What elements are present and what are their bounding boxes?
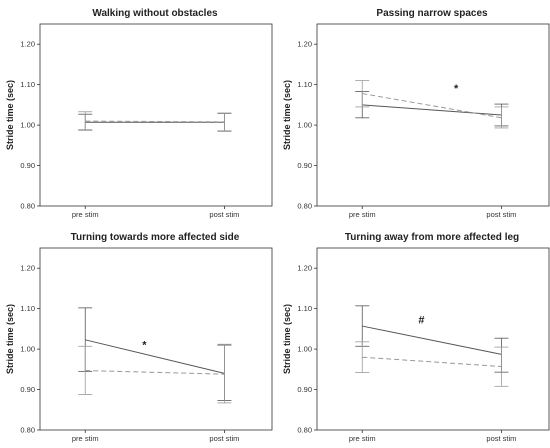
y-tick-label: 0.80 (20, 426, 35, 435)
y-tick-label: 0.90 (20, 161, 35, 170)
y-tick-label: 1.10 (297, 304, 312, 313)
chart-panel: Passing narrow spaces 0.80 0.90 1.00 1.10 1.2… (282, 8, 550, 219)
chart-title: Turning towards more affected side (71, 232, 240, 243)
significance-marker: * (142, 339, 147, 351)
chart-title: Turning away from more affected leg (345, 232, 519, 243)
y-tick-label: 1.20 (20, 264, 35, 273)
series-line (362, 93, 502, 119)
x-tick-label: pre stim (72, 210, 99, 219)
y-axis-label: Stride time (sec) (282, 304, 292, 374)
x-tick-label: pre stim (349, 434, 376, 443)
x-tick-label: post stim (486, 434, 516, 443)
y-tick-label: 1.10 (297, 80, 312, 89)
significance-marker: * (454, 83, 459, 95)
y-tick-label: 0.80 (297, 202, 312, 211)
series-line (362, 356, 502, 368)
plot-frame (316, 23, 550, 207)
chart-panel: Walking without obstacles 0.80 0.90 1.00 1.1… (5, 8, 273, 219)
y-tick-label: 1.00 (20, 121, 35, 130)
chart-title: Passing narrow spaces (376, 8, 488, 19)
plot-frame (39, 247, 273, 431)
y-tick-label: 1.20 (297, 40, 312, 49)
y-tick-label: 1.20 (20, 40, 35, 49)
plot-frame (39, 23, 273, 207)
plot-frame (316, 247, 550, 431)
x-tick-label: post stim (209, 210, 239, 219)
y-tick-label: 0.90 (297, 385, 312, 394)
x-tick-label: post stim (486, 210, 516, 219)
series-line (362, 325, 502, 355)
y-tick-label: 1.10 (20, 80, 35, 89)
series-line (85, 370, 225, 375)
series-line (85, 120, 225, 123)
y-tick-label: 0.80 (20, 202, 35, 211)
chart-panel: Turning towards more affected side 0.80 0.… (5, 232, 273, 443)
significance-marker: # (418, 315, 424, 327)
y-tick-label: 0.90 (20, 385, 35, 394)
y-tick-label: 0.80 (297, 426, 312, 435)
y-tick-label: 1.00 (20, 345, 35, 354)
y-axis-label: Stride time (sec) (282, 80, 292, 150)
x-tick-label: post stim (209, 434, 239, 443)
x-tick-label: pre stim (72, 434, 99, 443)
series-line (362, 104, 502, 116)
y-tick-label: 1.10 (20, 304, 35, 313)
y-tick-label: 1.00 (297, 121, 312, 130)
y-axis-label: Stride time (sec) (5, 80, 15, 150)
chart-panel: Turning away from more affected leg 0.80 0… (282, 232, 550, 443)
y-tick-label: 0.90 (297, 161, 312, 170)
chart-title: Walking without obstacles (92, 8, 218, 19)
y-tick-label: 1.20 (297, 264, 312, 273)
x-tick-label: pre stim (349, 210, 376, 219)
series-line (85, 339, 225, 374)
y-tick-label: 1.00 (297, 345, 312, 354)
y-axis-label: Stride time (sec) (5, 304, 15, 374)
